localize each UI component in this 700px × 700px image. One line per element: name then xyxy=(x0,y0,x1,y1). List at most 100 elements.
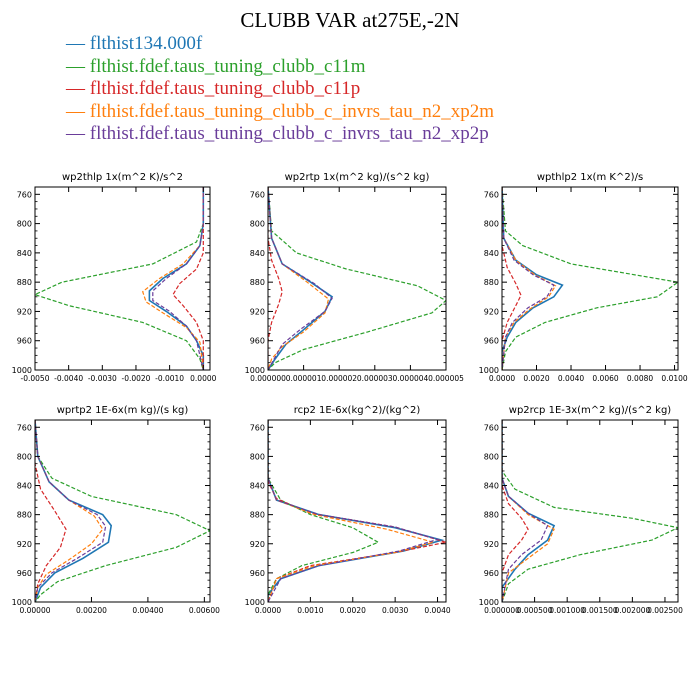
y-tick-label: 1000 xyxy=(479,366,499,375)
x-tick-label: 0.000005 xyxy=(428,374,464,383)
y-tick-label: 800 xyxy=(17,220,32,229)
figure-title: CLUBB VAR at275E,-2N xyxy=(240,8,460,32)
y-tick-label: 920 xyxy=(484,540,499,549)
x-tick-label: 0.0100 xyxy=(661,374,687,383)
chart-panel: wp2rcp 1E-3x(m^2 kg)/(s^2 kg) 760 800 840 88… xyxy=(479,405,683,615)
x-tick-label: 0.0030 xyxy=(382,606,408,615)
x-tick-label: -0.0020 xyxy=(121,374,150,383)
y-tick-label: 800 xyxy=(17,452,32,461)
y-tick-label: 840 xyxy=(484,249,499,258)
plot-frame xyxy=(501,186,679,371)
y-tick-label: 840 xyxy=(484,482,499,491)
series-line xyxy=(268,187,330,370)
x-tick-label: 0.00600 xyxy=(189,606,220,615)
series-group xyxy=(35,420,210,602)
series-group xyxy=(268,420,446,602)
series-line xyxy=(148,187,205,370)
series-line xyxy=(502,187,557,370)
legend-item: — flthist.fdef.taus_tuning_clubb_c11m xyxy=(66,56,494,79)
x-tick-label: 0.00000 xyxy=(19,606,50,615)
series-line xyxy=(268,187,334,370)
x-tick-label: 0.0000 xyxy=(255,606,281,615)
y-tick-label: 760 xyxy=(17,190,32,199)
y-tick-label: 960 xyxy=(250,337,265,346)
legend-label: flthist.fdef.taus_tuning_clubb_c_invrs_t… xyxy=(89,100,494,122)
y-tick-label: 840 xyxy=(17,482,32,491)
y-tick-label: 1000 xyxy=(12,366,32,375)
legend-label: flthist134.000f xyxy=(89,33,203,54)
chart-panel: wprtp2 1E-6x(m kg)/(s kg) 760 800 840 880 920… xyxy=(12,405,220,615)
y-tick-label: 1000 xyxy=(245,598,265,607)
series-group xyxy=(502,187,678,370)
y-tick-label: 800 xyxy=(484,220,499,229)
y-tick-label: 880 xyxy=(484,511,499,520)
plot-frame xyxy=(34,186,211,371)
x-tick-label: 0.000500 xyxy=(517,606,553,615)
series-line xyxy=(152,187,204,370)
x-tick-label: 0.001500 xyxy=(582,606,618,615)
plot-frame xyxy=(267,186,447,371)
legend-item: — flthist.fdef.taus_tuning_clubb_c11p xyxy=(66,78,494,101)
x-tick-label: 0.002000 xyxy=(614,606,650,615)
x-tick-label: 0.000001 xyxy=(286,374,322,383)
series-line xyxy=(268,187,283,370)
plot-frame xyxy=(501,419,679,603)
x-tick-label: 0.001000 xyxy=(549,606,585,615)
y-tick-label: 1000 xyxy=(245,366,265,375)
panel-title: rcp2 1E-6x(kg^2)/(kg^2) xyxy=(294,405,421,416)
y-tick-label: 880 xyxy=(17,511,32,520)
y-tick-label: 960 xyxy=(17,337,32,346)
plot-frame xyxy=(267,419,447,603)
series-line xyxy=(502,187,678,370)
plot-frame xyxy=(34,419,211,603)
series-line xyxy=(502,187,555,370)
x-tick-label: 0.0060 xyxy=(592,374,618,383)
y-tick-label: 760 xyxy=(484,190,499,199)
y-tick-label: 1000 xyxy=(479,598,499,607)
x-tick-label: 0.0080 xyxy=(627,374,653,383)
y-tick-label: 760 xyxy=(250,190,265,199)
y-tick-label: 920 xyxy=(250,540,265,549)
y-tick-label: 880 xyxy=(17,278,32,287)
series-line xyxy=(502,420,678,602)
legend-swatch: — xyxy=(66,123,85,144)
legend-item: — flthist.fdef.taus_tuning_clubb_c_invrs… xyxy=(66,123,494,146)
series-line xyxy=(141,187,204,370)
series-line xyxy=(502,187,564,370)
y-tick-label: 960 xyxy=(250,569,265,578)
x-tick-label: 0.0040 xyxy=(558,374,584,383)
series-line xyxy=(502,420,549,602)
series-line xyxy=(502,420,529,602)
legend-label: flthist.fdef.taus_tuning_clubb_c_invrs_t… xyxy=(89,123,489,144)
x-tick-label: 0.0020 xyxy=(340,606,366,615)
chart-panel: wpthlp2 1x(m K^2)/s 760 800 840 880 920 960 100… xyxy=(479,172,688,383)
chart-panel: wp2rtp 1x(m^2 kg)/(s^2 kg) 760 800 840 880 92… xyxy=(245,172,464,383)
y-tick-label: 920 xyxy=(17,307,32,316)
series-line xyxy=(35,420,67,602)
series-line xyxy=(268,420,445,602)
x-tick-label: -0.0030 xyxy=(88,374,117,383)
legend-item: — flthist134.000f xyxy=(66,33,494,56)
series-line xyxy=(268,420,440,602)
x-tick-label: 0.00400 xyxy=(132,606,163,615)
series-line xyxy=(502,420,555,602)
x-tick-label: 0.000000 xyxy=(484,606,520,615)
panel-title: wpthlp2 1x(m K^2)/s xyxy=(537,172,643,183)
legend-swatch: — xyxy=(66,78,85,99)
x-tick-label: -0.0010 xyxy=(155,374,184,383)
legend-swatch: — xyxy=(66,55,85,77)
y-tick-label: 920 xyxy=(484,307,499,316)
y-tick-label: 920 xyxy=(250,307,265,316)
series-line xyxy=(35,420,107,602)
y-tick-label: 840 xyxy=(250,482,265,491)
series-line xyxy=(268,420,380,602)
y-tick-label: 800 xyxy=(250,452,265,461)
y-tick-label: 960 xyxy=(484,337,499,346)
series-line xyxy=(35,187,204,370)
panel-title: wprtp2 1E-6x(m kg)/(s kg) xyxy=(57,405,189,416)
y-tick-label: 760 xyxy=(250,423,265,432)
x-tick-label: 0.000003 xyxy=(357,374,393,383)
y-tick-label: 880 xyxy=(250,278,265,287)
